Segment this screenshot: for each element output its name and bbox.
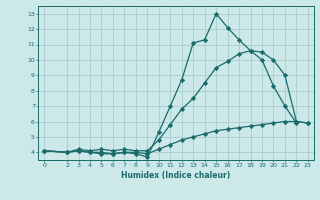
X-axis label: Humidex (Indice chaleur): Humidex (Indice chaleur) (121, 171, 231, 180)
